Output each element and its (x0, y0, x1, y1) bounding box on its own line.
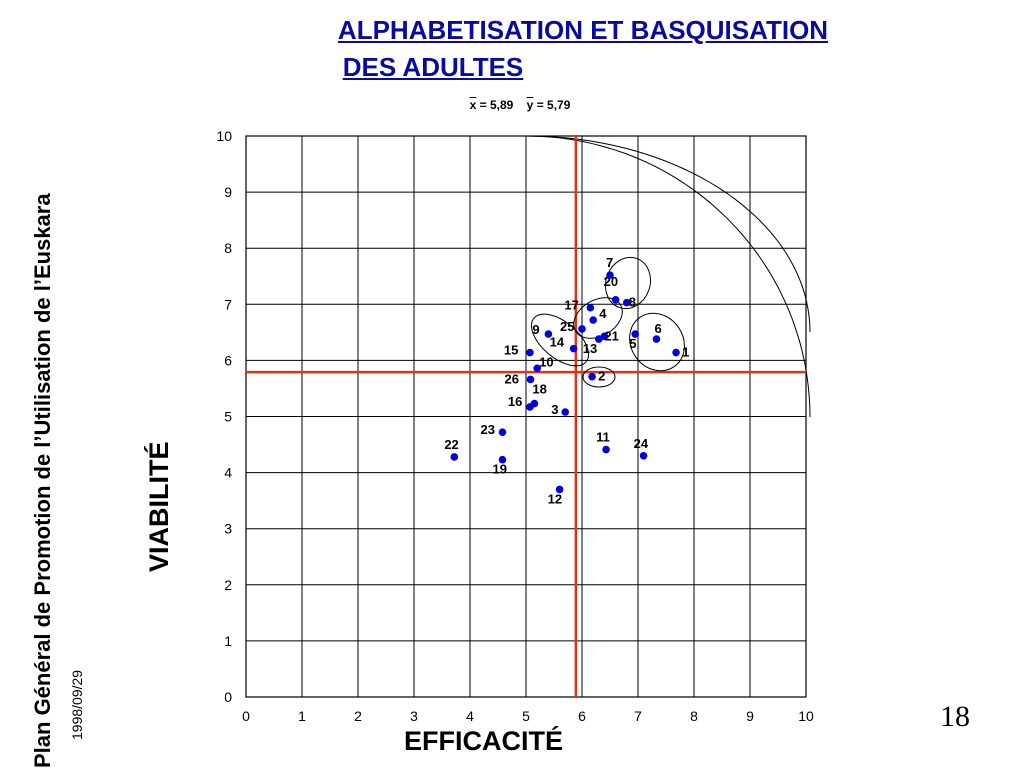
point-label-10: 10 (539, 354, 553, 369)
y-tick-label: 10 (216, 128, 232, 144)
x-tick-label: 10 (798, 708, 814, 724)
point-label-4: 4 (599, 306, 607, 321)
data-point-9 (544, 330, 553, 338)
x-tick-label: 2 (354, 708, 362, 724)
y-tick-label: 8 (224, 240, 232, 256)
data-point-4 (589, 316, 597, 324)
x-tick-label: 4 (466, 708, 474, 724)
point-label-25: 25 (560, 319, 574, 334)
y-tick-label: 4 (224, 465, 232, 481)
x-mean-value: = 5,89 (476, 98, 514, 112)
mean-stats: x = 5,89 y = 5,79 (420, 98, 620, 112)
chart-title-line2: DES ADULTES (342, 52, 524, 82)
x-tick-label: 6 (578, 708, 586, 724)
page-number: 18 (940, 700, 970, 733)
data-point-12 (555, 485, 564, 494)
cluster-ellipse (629, 312, 685, 372)
data-point-5 (631, 330, 639, 338)
y-mean-value: = 5,79 (533, 98, 571, 112)
point-label-16: 16 (508, 394, 522, 409)
point-label-22: 22 (444, 437, 458, 452)
data-point-24 (639, 451, 648, 460)
data-point-8 (623, 298, 631, 307)
data-point-2 (588, 372, 596, 381)
data-point-18 (530, 399, 539, 408)
point-label-9: 9 (532, 322, 539, 337)
x-tick-label: 1 (298, 708, 306, 724)
point-label-11: 11 (596, 430, 610, 445)
data-point-13 (595, 335, 603, 343)
point-label-23: 23 (480, 422, 494, 437)
chart-title-line1: ALPHABETISATION ET BASQUISATION (337, 15, 829, 45)
data-point-15 (526, 348, 534, 357)
y-tick-label: 6 (224, 352, 232, 368)
x-tick-label: 8 (690, 708, 698, 724)
data-point-6 (652, 335, 661, 343)
y-mean-symbol: y (526, 98, 534, 112)
data-point-20 (611, 296, 620, 304)
point-label-14: 14 (550, 335, 565, 350)
data-point-11 (602, 445, 610, 454)
y-tick-label: 9 (224, 184, 232, 200)
data-point-7 (606, 271, 614, 279)
cluster-ellipse (582, 366, 616, 388)
point-label-19: 19 (492, 462, 506, 477)
point-label-1: 1 (682, 345, 689, 360)
point-label-5: 5 (629, 336, 636, 351)
iso-curve-outer (526, 135, 811, 333)
y-tick-label: 2 (224, 577, 232, 593)
y-tick-label: 7 (224, 296, 232, 312)
data-point-25 (578, 325, 586, 333)
point-label-7: 7 (606, 255, 613, 270)
data-point-26 (526, 375, 535, 384)
data-point-21 (600, 332, 609, 341)
point-label-8: 8 (629, 295, 636, 310)
x-tick-label: 9 (746, 708, 754, 724)
point-label-26: 26 (504, 371, 518, 386)
x-tick-label: 5 (522, 708, 530, 724)
data-point-22 (450, 453, 459, 461)
chart-title: ALPHABETISATION ET BASQUISATION DES ADUL… (200, 12, 966, 86)
y-tick-label: 1 (224, 633, 232, 649)
data-point-23 (498, 428, 507, 437)
point-label-18: 18 (532, 382, 546, 397)
point-label-24: 24 (634, 436, 649, 451)
data-point-1 (672, 348, 680, 357)
y-tick-label: 0 (224, 689, 232, 705)
point-label-20: 20 (604, 274, 618, 289)
iso-curve-inner (526, 135, 811, 418)
x-mean-symbol: x (469, 98, 477, 112)
y-tick-label: 5 (224, 409, 232, 425)
point-label-12: 12 (548, 491, 562, 506)
point-label-6: 6 (654, 321, 661, 336)
x-tick-label: 7 (634, 708, 642, 724)
point-label-21: 21 (604, 328, 618, 343)
data-point-14 (569, 344, 578, 353)
data-point-17 (586, 303, 595, 312)
data-point-3 (561, 408, 569, 416)
x-tick-label: 0 (242, 708, 250, 724)
data-point-19 (498, 455, 507, 464)
cluster-ellipse (531, 313, 589, 367)
point-label-15: 15 (504, 343, 518, 358)
x-axis-label: EFFICACITÉ (404, 726, 563, 756)
point-label-13: 13 (583, 341, 597, 356)
data-point-10 (533, 364, 541, 373)
point-label-2: 2 (598, 369, 605, 384)
y-tick-label: 3 (224, 521, 232, 537)
point-label-17: 17 (564, 298, 578, 313)
x-tick-label: 3 (410, 708, 418, 724)
point-label-3: 3 (551, 402, 558, 417)
